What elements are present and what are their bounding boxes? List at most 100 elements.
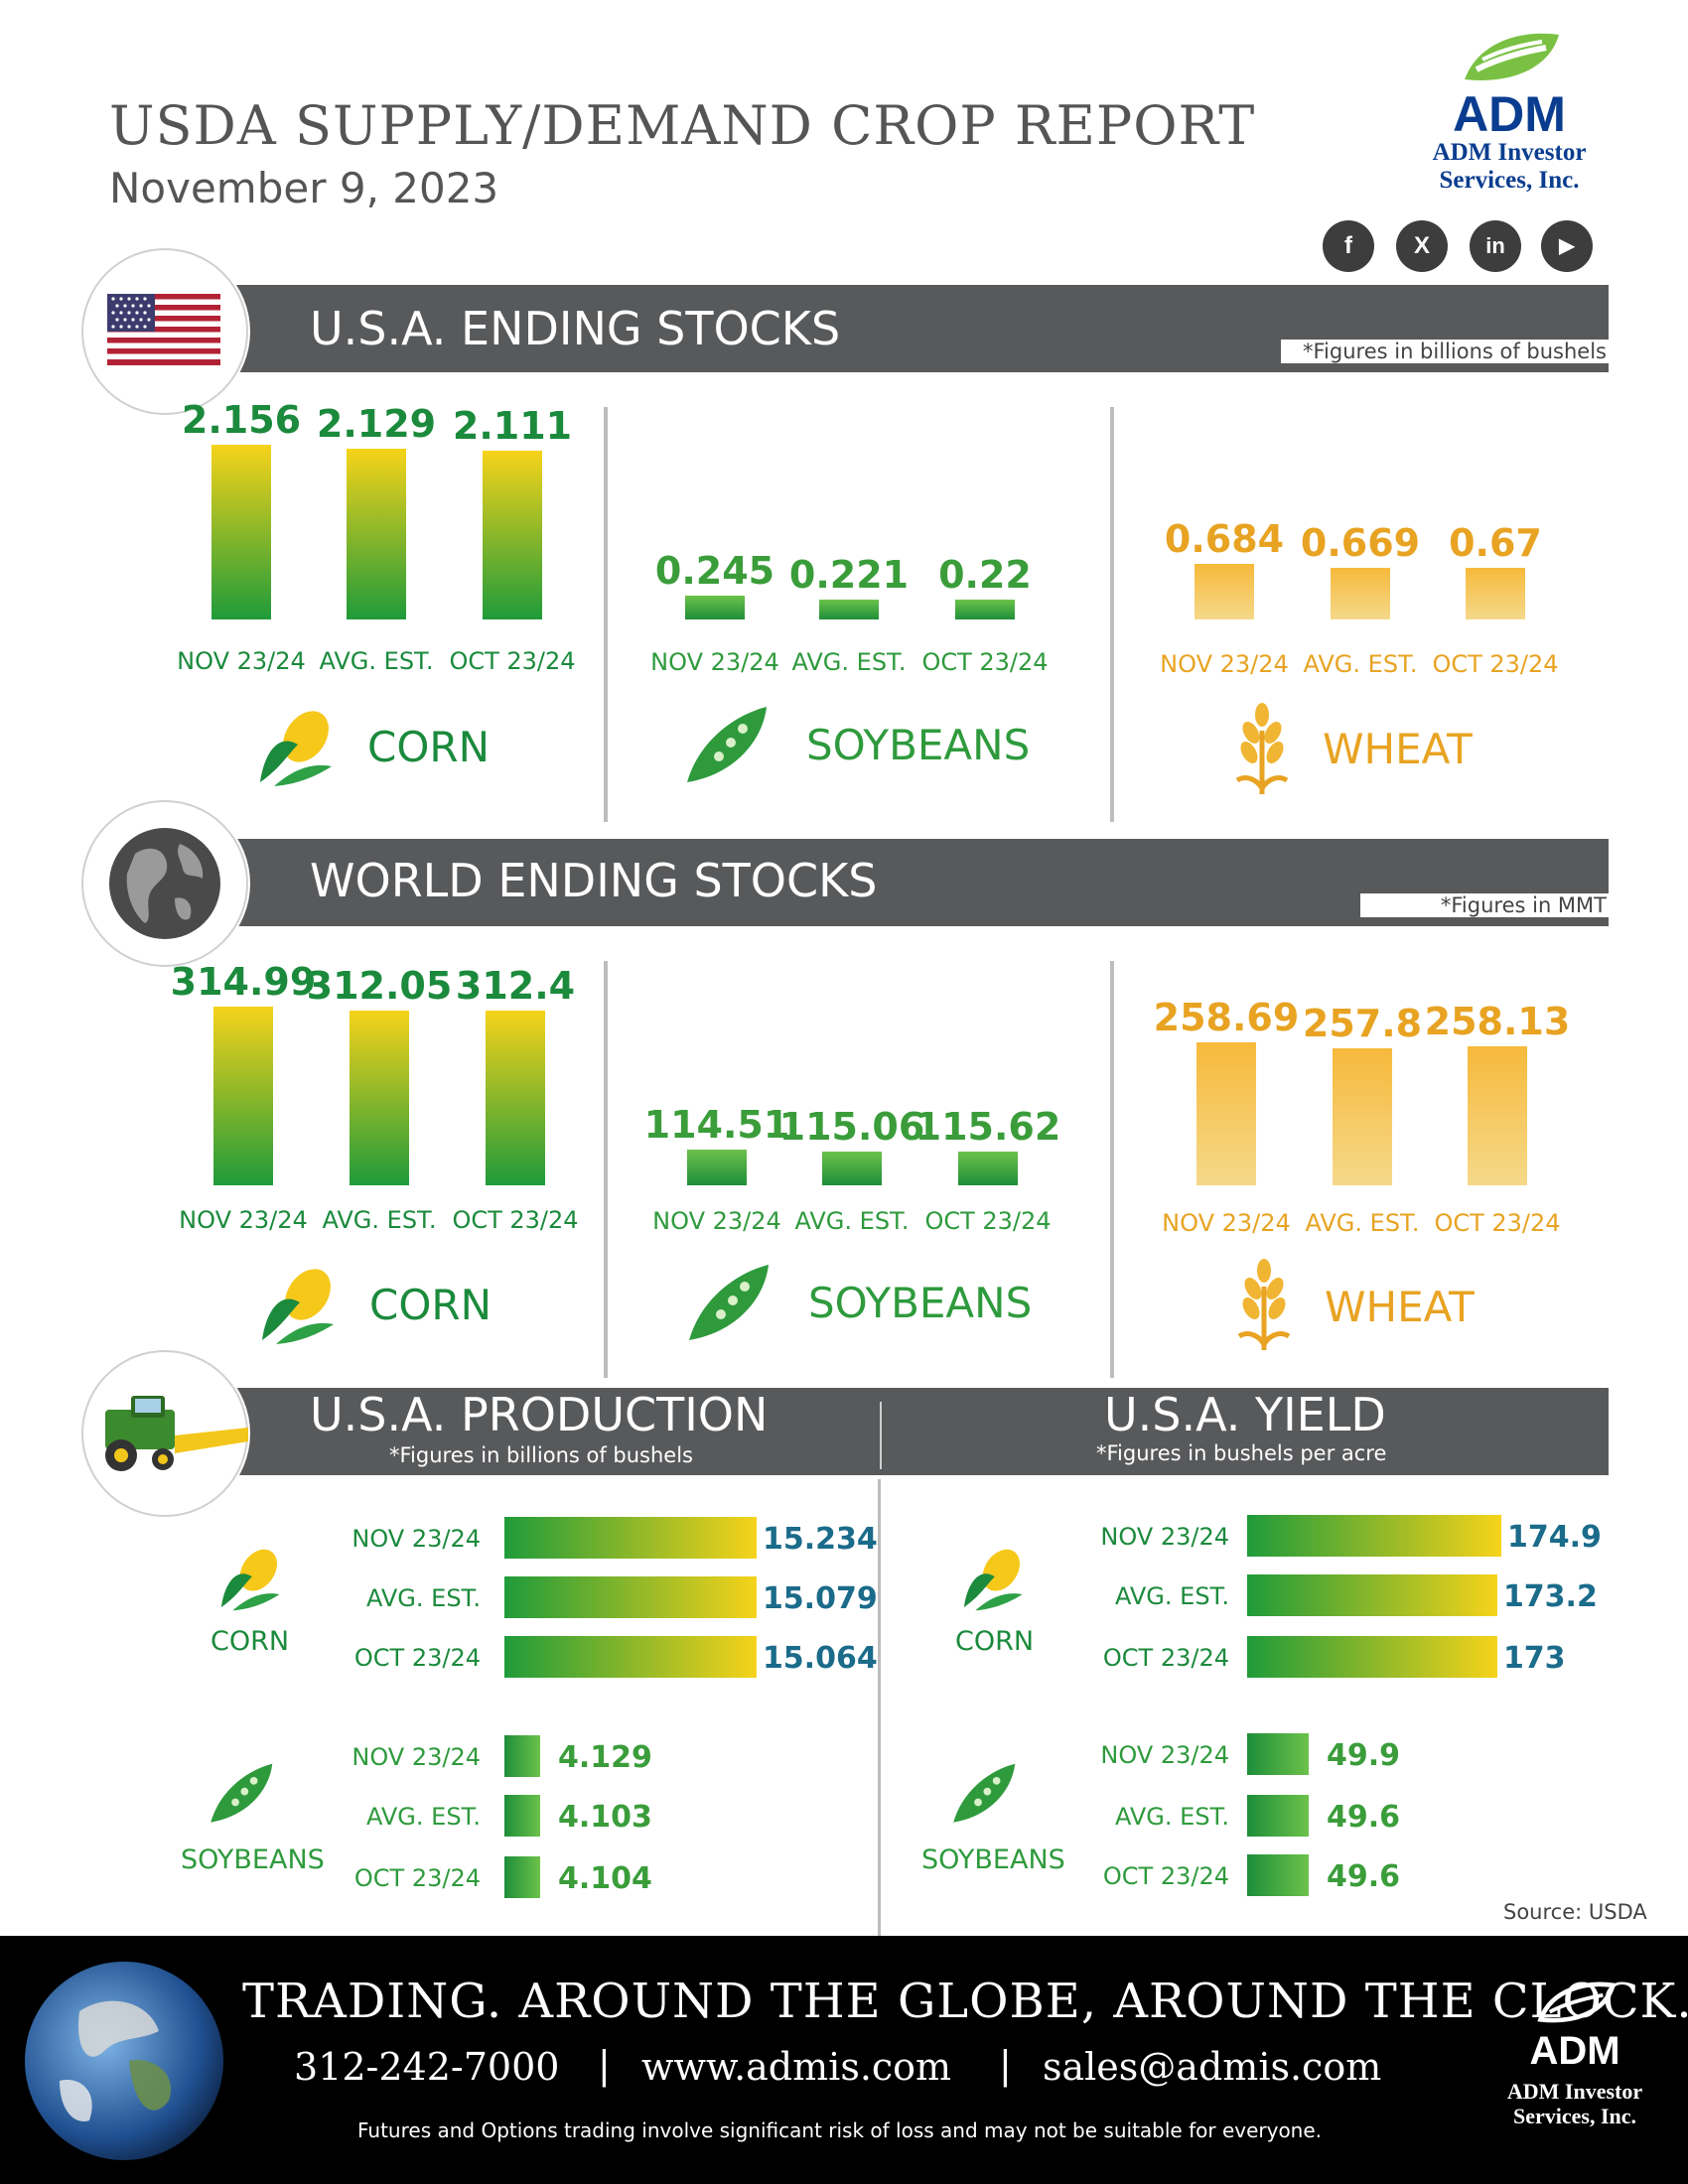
usa-wheat-label: WHEAT xyxy=(1323,725,1473,773)
yield-title: U.S.A. YIELD xyxy=(1104,1388,1386,1441)
footer-website-link[interactable]: www.admis.com xyxy=(641,2045,952,2089)
usa-soy-label: SOYBEANS xyxy=(806,721,1031,769)
hbar-soybeans-1 xyxy=(1247,1795,1309,1837)
yield-corn-label: CORN xyxy=(955,1626,1035,1657)
hbar-soybeans-0 xyxy=(1247,1733,1309,1775)
bar-corn-0 xyxy=(213,1007,273,1185)
data-label-0: 0.245 xyxy=(655,549,774,593)
tick-label-1: AVG. EST. xyxy=(320,647,434,675)
prod-soy-label: SOYBEANS xyxy=(181,1844,325,1875)
combine-badge xyxy=(81,1350,248,1517)
yield-soy-label: SOYBEANS xyxy=(921,1844,1065,1875)
hbar-value-2: 49.6 xyxy=(1327,1859,1400,1894)
hbar-cat-2: OCT 23/24 xyxy=(354,1644,481,1672)
hbar-cat-0: NOV 23/24 xyxy=(1100,1523,1229,1551)
adm-sub-1: ADM Investor xyxy=(1432,139,1587,166)
hbar-soybeans-2 xyxy=(1247,1854,1309,1896)
hbar-cat-1: AVG. EST. xyxy=(366,1584,481,1612)
facebook-icon[interactable]: f xyxy=(1323,220,1374,272)
data-label-1: 115.06 xyxy=(779,1105,925,1149)
tick-label-2: OCT 23/24 xyxy=(1434,1209,1560,1237)
tick-label-0: NOV 23/24 xyxy=(1162,1209,1291,1237)
footer-phone[interactable]: 312-242-7000 xyxy=(294,2045,560,2089)
hbar-soybeans-2 xyxy=(504,1856,540,1898)
adm-logo[interactable]: ADM ADM Investor Services, Inc. xyxy=(1410,30,1609,194)
data-label-2: 258.13 xyxy=(1425,1000,1571,1043)
bar-wheat-0 xyxy=(1196,1042,1256,1185)
hbar-cat-2: OCT 23/24 xyxy=(1103,1644,1229,1672)
bar-wheat-1 xyxy=(1331,568,1390,619)
adm-leaf-icon xyxy=(1465,33,1559,80)
hbar-soybeans-0 xyxy=(504,1735,540,1777)
divider-usa-2 xyxy=(1110,407,1114,822)
tick-label-2: OCT 23/24 xyxy=(924,1207,1051,1235)
data-label-1: 312.05 xyxy=(307,964,453,1008)
combine-harvester-icon xyxy=(105,1396,248,1471)
footer-adm-wordmark: ADM xyxy=(1529,2029,1620,2073)
earth-icon xyxy=(25,1962,223,2160)
globe-icon xyxy=(109,828,220,939)
footer-adm-sub-2: Services, Inc. xyxy=(1512,2104,1637,2129)
hbar-corn-2 xyxy=(504,1636,757,1678)
hbar-value-2: 4.104 xyxy=(558,1861,652,1896)
hbar-corn-2 xyxy=(1247,1636,1497,1678)
yield-note: *Figures in bushels per acre xyxy=(1096,1441,1387,1465)
hbar-soybeans-1 xyxy=(504,1795,540,1837)
data-label-1: 2.129 xyxy=(317,402,436,446)
bar-corn-1 xyxy=(347,449,406,619)
hbar-corn-1 xyxy=(1247,1574,1497,1616)
production-note: *Figures in billions of bushels xyxy=(389,1443,693,1467)
hbar-cat-0: NOV 23/24 xyxy=(352,1525,481,1553)
hbar-cat-1: AVG. EST. xyxy=(1115,1582,1229,1610)
hbar-cat-0: NOV 23/24 xyxy=(352,1743,481,1771)
data-label-0: 2.156 xyxy=(182,398,301,442)
x-icon[interactable]: X xyxy=(1396,220,1448,272)
hbar-corn-0 xyxy=(1247,1515,1501,1557)
corn-icon xyxy=(262,1269,334,1344)
tick-label-1: AVG. EST. xyxy=(792,648,907,676)
hbar-cat-2: OCT 23/24 xyxy=(1103,1862,1229,1890)
data-label-1: 0.669 xyxy=(1301,521,1420,565)
bar-corn-0 xyxy=(211,445,271,619)
bar-wheat-2 xyxy=(1466,568,1525,619)
footer-sep-1: | xyxy=(598,2043,611,2087)
soybean-pod-icon xyxy=(687,707,767,782)
usa-flag-icon xyxy=(107,294,220,365)
soybean-pod-icon xyxy=(211,1763,273,1823)
usa-corn-label: CORN xyxy=(367,723,490,771)
divider-world-2 xyxy=(1110,961,1114,1378)
production-title: U.S.A. PRODUCTION xyxy=(310,1388,769,1441)
usa-ending-note: *Figures in billions of bushels xyxy=(1281,340,1615,363)
data-label-1: 257.8 xyxy=(1303,1002,1422,1045)
tick-label-1: AVG. EST. xyxy=(1304,650,1418,678)
bar-soybeans-2 xyxy=(955,600,1015,619)
soybean-pod-icon xyxy=(689,1265,769,1340)
world-wheat-label: WHEAT xyxy=(1325,1283,1475,1331)
bar-corn-2 xyxy=(486,1011,545,1185)
prod-corn-label: CORN xyxy=(211,1626,290,1657)
footer: TRADING. AROUND THE GLOBE, AROUND THE CL… xyxy=(0,1936,1688,2184)
hbar-value-1: 15.079 xyxy=(763,1581,878,1616)
tick-label-1: AVG. EST. xyxy=(795,1207,910,1235)
data-label-0: 258.69 xyxy=(1154,996,1300,1039)
report-date: November 9, 2023 xyxy=(109,164,499,212)
hbar-cat-1: AVG. EST. xyxy=(366,1803,481,1831)
band-divider xyxy=(880,1402,882,1469)
footer-adm-logo[interactable]: ADM ADM Investor Services, Inc. xyxy=(1476,1981,1674,2129)
source-note: Source: USDA xyxy=(1503,1900,1647,1924)
hbar-value-0: 49.9 xyxy=(1327,1738,1400,1773)
usa-ending-title: U.S.A. ENDING STOCKS xyxy=(310,302,841,355)
data-label-2: 0.22 xyxy=(938,553,1032,597)
footer-sep-2: | xyxy=(999,2043,1012,2087)
footer-email-link[interactable]: sales@admis.com xyxy=(1043,2045,1382,2089)
wheat-icon xyxy=(1235,703,1289,794)
hbar-cat-0: NOV 23/24 xyxy=(1100,1741,1229,1769)
hbar-value-1: 49.6 xyxy=(1327,1800,1400,1835)
data-label-0: 114.51 xyxy=(644,1103,790,1147)
linkedin-icon[interactable]: in xyxy=(1470,220,1521,272)
data-label-2: 0.67 xyxy=(1449,521,1542,565)
bar-corn-2 xyxy=(483,451,542,619)
youtube-icon[interactable]: ▶ xyxy=(1541,220,1593,272)
data-label-1: 0.221 xyxy=(789,553,909,597)
page-title: USDA SUPPLY/DEMAND CROP REPORT xyxy=(109,94,1256,157)
